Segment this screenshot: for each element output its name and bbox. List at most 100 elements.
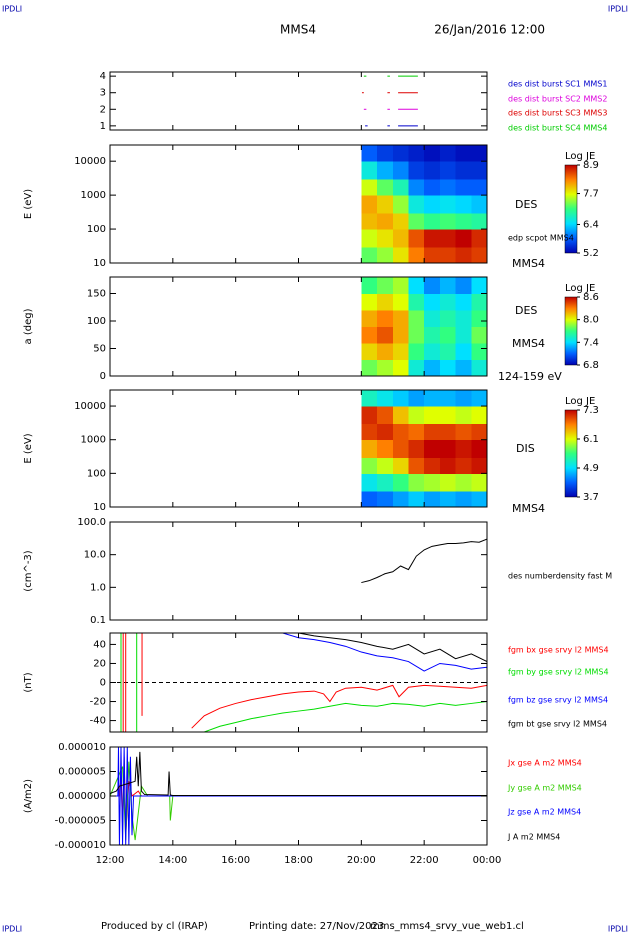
y-tick-label: 0: [100, 678, 106, 689]
y-tick-label: -0.000010: [55, 840, 106, 851]
series-line: [110, 751, 487, 797]
spectrogram-cell: [392, 145, 409, 162]
spectrogram-cell: [392, 212, 409, 230]
spectrogram-cell: [439, 326, 457, 344]
spectrogram-cell: [361, 195, 378, 214]
panel: Log JE 6.8 7.4 8.0 8.6 DES MMS4 124-159 eV 0 50 10…: [23, 276, 599, 383]
y-tick-label: 1000: [81, 190, 106, 201]
spectrogram-cell: [377, 212, 394, 230]
side-label: edp scpot MMS4: [508, 234, 574, 243]
spectrogram-cell: [408, 212, 425, 230]
spectrogram-cell: [408, 473, 425, 492]
spectrogram-cell: [361, 212, 378, 230]
footer-date: Printing date: 27/Nov/2023: [249, 921, 384, 932]
spectrogram-cell: [408, 406, 425, 425]
spectrogram-cell: [361, 390, 378, 407]
series-line: [110, 747, 487, 845]
spectrogram-cell: [471, 246, 487, 263]
spectrogram-cell: [455, 473, 472, 492]
spectrogram-cell: [471, 310, 487, 327]
spectrogram-cell: [408, 457, 425, 474]
y-axis-label: E (eV): [23, 433, 34, 463]
y-tick-label: 2: [100, 104, 106, 115]
series-line: [361, 538, 487, 584]
colorbar-label: Log JE: [565, 151, 595, 162]
side-label: MMS4: [512, 257, 545, 270]
side-label: 124-159 eV: [498, 370, 562, 383]
spectrogram-cell: [424, 277, 441, 294]
y-tick-label: 10000: [74, 156, 106, 167]
spectrogram-cell: [439, 161, 457, 180]
spectrogram-cell: [424, 343, 441, 360]
y-tick-label: 0.000005: [58, 767, 106, 778]
y-tick-label: 1000: [81, 435, 106, 446]
spectrogram-cell: [471, 473, 487, 492]
spectrogram-cell: [439, 229, 457, 248]
side-label: DIS: [516, 442, 535, 455]
spectrogram-cell: [424, 178, 441, 196]
spectrogram-cell: [424, 310, 441, 327]
plot-area: [361, 390, 487, 507]
spectrogram-cell: [471, 229, 487, 248]
spectrogram-cell: [439, 359, 457, 376]
spectrogram-cell: [455, 423, 472, 441]
legend-entry: fgm bx gse srvy l2 MMS4: [508, 646, 609, 655]
plot-area: [361, 277, 487, 376]
spectrogram-cell: [424, 473, 441, 492]
spectrogram-cell: [408, 359, 425, 376]
spectrogram-cell: [408, 490, 425, 507]
y-tick-label: 40: [93, 639, 106, 650]
spectrogram-cell: [439, 457, 457, 474]
spectrogram-cell: [392, 195, 409, 214]
colorbar-tick-label: 7.7: [583, 189, 599, 200]
spectrogram-cell: [392, 406, 409, 425]
spectrogram-cell: [377, 246, 394, 263]
spectrogram-cell: [377, 359, 394, 376]
corner-tag: IPDLI: [2, 925, 22, 934]
spectrogram-cell: [455, 359, 472, 376]
y-axis-label: (nT): [23, 672, 34, 692]
panel: fgm bx gse srvy l2 MMS4 fgm by gse srvy l…: [23, 632, 609, 733]
colorbar-tick-label: 8.9: [583, 160, 599, 171]
spectrogram-cell: [471, 457, 487, 474]
y-tick-label: 10.0: [84, 550, 106, 561]
colorbar-tick-label: 8.6: [583, 292, 599, 303]
colorbar: [564, 296, 578, 366]
spectrogram-cell: [361, 343, 378, 360]
y-tick-label: 100.0: [77, 517, 106, 528]
y-tick-label: 0.1: [90, 615, 106, 626]
spectrogram-cell: [377, 457, 394, 474]
x-tick-label: 16:00: [221, 855, 250, 866]
spectrogram-cell: [424, 326, 441, 344]
spectrogram-cell: [471, 423, 487, 441]
spectrogram-cell: [408, 423, 425, 441]
colorbar: [564, 164, 578, 254]
spectrogram-cell: [361, 293, 378, 311]
spectrogram-cell: [455, 277, 472, 294]
spectrogram-cell: [392, 310, 409, 327]
spectrogram-cell: [455, 326, 472, 344]
spectrogram-cell: [361, 246, 378, 263]
spectrogram-cell: [471, 390, 487, 407]
legend-entry: Jx gse A m2 MMS4: [507, 759, 582, 768]
spectrogram-cell: [471, 161, 487, 180]
spectrogram-cell: [392, 161, 409, 180]
spectrogram-cell: [392, 326, 409, 344]
y-tick-label: -0.000005: [55, 816, 106, 827]
side-label: MMS4: [512, 502, 545, 515]
y-axis-label: E (eV): [23, 189, 34, 219]
spectrogram-cell: [392, 390, 409, 407]
legend-entry: des dist burst SC2 MMS2: [508, 95, 607, 104]
spectrogram-cell: [361, 145, 378, 162]
spectrogram-cell: [361, 161, 378, 180]
spectrogram-cell: [408, 195, 425, 214]
panel: Log JE 3.7 4.9 6.1 7.3 DIS MMS4 10 100 1000 10000 E…: [23, 389, 599, 515]
spectrogram-cell: [455, 145, 472, 162]
y-tick-label: 4: [100, 71, 106, 82]
plot-area: [361, 538, 487, 584]
y-tick-label: 150: [87, 289, 106, 300]
colorbar-tick-label: 5.2: [583, 248, 599, 259]
spectrogram-cell: [455, 246, 472, 263]
spectrogram-cell: [408, 178, 425, 196]
colorbar-tick-label: 3.7: [583, 492, 599, 503]
